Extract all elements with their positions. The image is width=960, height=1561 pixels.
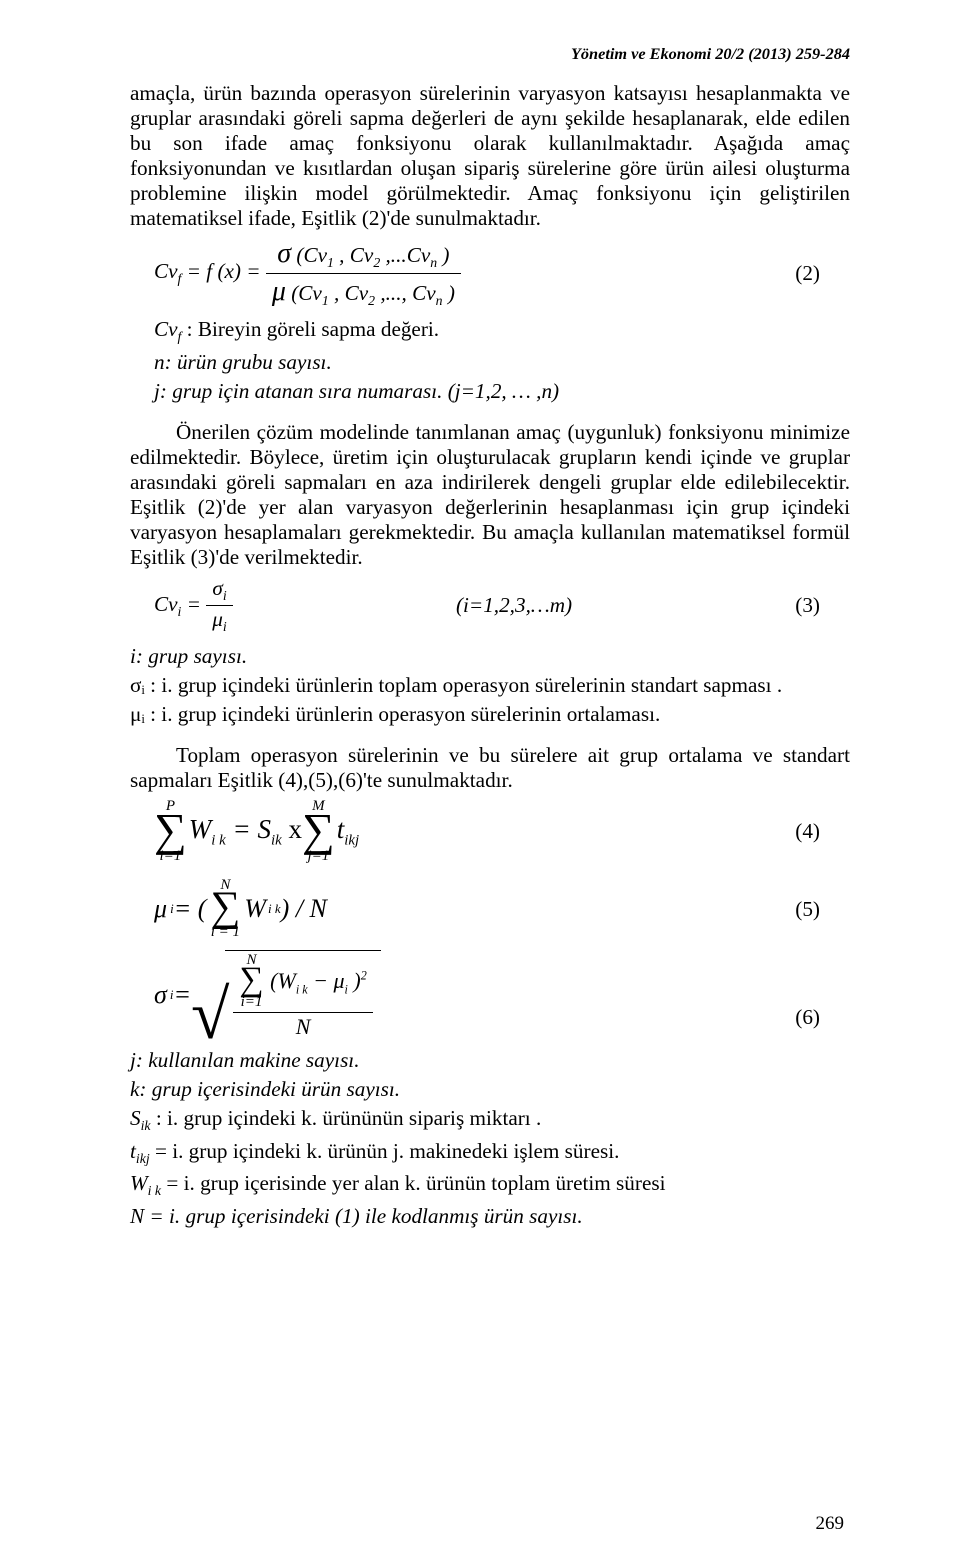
def-w-sub: i k (148, 1183, 161, 1198)
eq6-sum-bot: i=1 (239, 995, 263, 1010)
equation-5: μi = ( N ∑ i = 1 Wi k ) / N (5) (130, 878, 850, 940)
def-n: n: ürün grubu sayısı. (130, 350, 850, 375)
eq5-ik: i k (268, 901, 281, 916)
eq5-sum-bot: i = 1 (210, 925, 240, 940)
def-sik-sub: ik (141, 1118, 151, 1133)
eq4-ik: i k (211, 832, 225, 848)
eq4-ik2: ik (271, 832, 282, 848)
eq3-sigma: σ (212, 576, 222, 600)
def-t-text: = i. grup içindeki k. ürünün j. makinede… (150, 1139, 620, 1163)
def-N: N = i. grup içerisindeki (1) ile kodlanm… (130, 1204, 850, 1229)
equation-6: σi = √ N ∑ i=1 (130, 950, 850, 1040)
eq4-x: x (288, 814, 302, 844)
eq3-domain: (i=1,2,3,…m) (233, 593, 796, 618)
equation-4: P ∑ i=1 Wi k = Sik x M ∑ j=1 tikj (130, 799, 850, 864)
def-i: i: grup sayısı. (130, 644, 850, 669)
eq5-mu: μ (154, 894, 167, 925)
eq2-cv: Cv (154, 259, 178, 283)
def-sik: Sik : i. grup içindeki k. ürününün sipar… (130, 1106, 850, 1134)
def-sik-sym: S (130, 1106, 141, 1130)
eq4-number: (4) (795, 819, 850, 844)
eq6-den: N (233, 1013, 372, 1040)
def-w-text: = i. grup içerisinde yer alan k. ürünün … (161, 1171, 665, 1195)
eq2-number: (2) (795, 261, 850, 286)
eq2-dots: ,...Cv (386, 243, 431, 267)
page-number: 269 (816, 1513, 845, 1535)
eq2-f: f (178, 271, 182, 286)
eq2-eq: = f (x) = (187, 259, 266, 283)
eq3-cv: Cv (154, 592, 178, 616)
paragraph-3: Toplam operasyon sürelerinin ve bu sürel… (130, 743, 850, 793)
def-j2: j: kullanılan makine sayısı. (130, 1048, 850, 1073)
eq3-eq: = (187, 592, 207, 616)
eq2-arg-open: (Cv (296, 243, 327, 267)
def-cvf-sym: Cv (154, 317, 178, 341)
def-mu-i: μᵢ : i. grup içindeki ürünlerin operasyo… (130, 702, 850, 727)
eq2-den-arg2: , Cv (334, 281, 368, 305)
eq5-W: W (244, 894, 266, 925)
def-sik-text: : i. grup içindeki k. ürününün sipariş m… (151, 1106, 542, 1130)
running-header: Yönetim ve Ekonomi 20/2 (2013) 259-284 (130, 44, 850, 63)
eq6-sq: 2 (361, 968, 367, 982)
def-tikj: tikj = i. grup içindeki k. ürünün j. mak… (130, 1139, 850, 1167)
eq6-number: (6) (795, 1005, 850, 1040)
def-w-sym: W (130, 1171, 148, 1195)
eq6-open: (W (270, 968, 296, 993)
eq6-eq: = (173, 980, 191, 1011)
eq4-W: W (189, 814, 212, 844)
eq2-den-open: (Cv (291, 281, 322, 305)
def-wik: Wi k = i. grup içerisinde yer alan k. ür… (130, 1171, 850, 1199)
eq5-eq: = ( (174, 894, 207, 925)
eq5-number: (5) (795, 897, 850, 922)
eq6-sigma: σ (154, 980, 167, 1011)
def-j: j: grup için atanan sıra numarası. (j=1,… (130, 379, 850, 404)
def-cvf-text: : Bireyin göreli sapma değeri. (187, 317, 439, 341)
eq3-mu: μ (212, 607, 223, 631)
eq2-mu: μ (272, 276, 286, 307)
eq4-eq: = S (232, 814, 270, 844)
equation-2: Cvf = f (x) = σ (Cv1 , Cv2 ,...Cvn ) μ (… (130, 237, 850, 309)
eq2-den-close: ) (448, 281, 455, 305)
paragraph-2: Önerilen çözüm modelinde tanımlanan amaç… (130, 420, 850, 570)
eq2-arg2: , Cv (339, 243, 373, 267)
def-cvf-sub: f (178, 330, 182, 345)
eq2-sigma: σ (277, 238, 291, 269)
eq6-ik: i k (296, 982, 308, 996)
eq2-arg-close: ) (442, 243, 449, 267)
page: Yönetim ve Ekonomi 20/2 (2013) 259-284 a… (0, 0, 960, 1561)
def-sigma-i: σᵢ : i. grup içindeki ürünlerin toplam o… (130, 673, 850, 698)
def-cvf: Cvf : Bireyin göreli sapma değeri. (130, 317, 850, 345)
def-t-sub: ikj (136, 1151, 150, 1166)
eq5-close: ) / N (281, 894, 327, 925)
eq6-minus: − μ (313, 968, 344, 993)
def-k: k: grup içerisindeki ürün sayısı. (130, 1077, 850, 1102)
eq2-den-dots: ,..., Cv (380, 281, 435, 305)
eq4-ikj: ikj (344, 832, 359, 848)
eq6-close: ) (353, 968, 360, 993)
paragraph-1: amaçla, ürün bazında operasyon sürelerin… (130, 81, 850, 231)
eq6-mi: i (344, 982, 347, 996)
eq3-number: (3) (795, 593, 850, 618)
equation-3: Cvi = σi μi (i=1,2,3,…m) (3) (130, 576, 850, 636)
